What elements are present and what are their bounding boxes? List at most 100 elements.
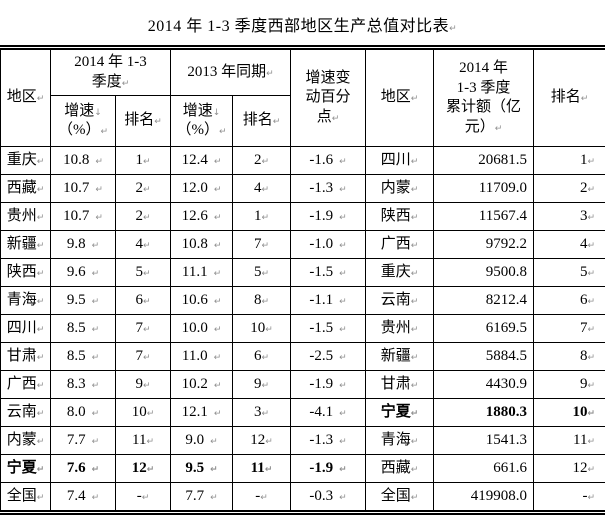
cell-growth-2013: 12.0 ↵ (170, 174, 233, 203)
cell-growth-2014: 7.6 ↵ (50, 454, 116, 483)
cell-rank-right: 8↵ (533, 342, 605, 371)
cell-rank-2013: 11↵ (232, 454, 291, 483)
paragraph-mark: ↵ (587, 325, 595, 335)
paragraph-mark: ↵ (91, 493, 100, 503)
paragraph-mark: ↵ (91, 297, 100, 307)
cell-rank-right-value: 12 (572, 460, 588, 476)
paragraph-mark: ↵ (36, 94, 45, 105)
cell-growth-2013: 7.7 ↵ (170, 482, 233, 513)
cell-region-right: 宁夏↵ (365, 398, 434, 427)
paragraph-mark: ↵ (339, 381, 347, 391)
paragraph-mark: ↵ (210, 465, 218, 475)
cell-rank-right: 1↵ (533, 146, 605, 175)
cell-rank-right: 5↵ (533, 258, 605, 287)
cell-region-left: 青海↵ (0, 286, 51, 315)
cell-amount-value: 9792.2 (485, 236, 527, 252)
cell-growth-2014: 8.0 ↵ (50, 398, 116, 427)
cell-growth-2014: 10.8 ↵ (50, 146, 116, 175)
cell-rank-right-value: 6 (579, 292, 588, 308)
cell-growth-2014-value: 9.5 (66, 292, 86, 308)
paragraph-mark: ↵ (449, 24, 458, 34)
cell-rank-2014: 1↵ (115, 146, 171, 175)
paragraph-mark: ↵ (410, 493, 419, 503)
cell-growth-2013-value: 12.4 (181, 152, 208, 168)
paragraph-mark: ↵ (264, 465, 273, 475)
cell-amount: 5884.5 (433, 342, 534, 371)
paragraph-mark: ↵ (91, 437, 100, 447)
cell-region-right-value: 重庆 (380, 264, 411, 280)
cell-rank-2013-value: 7 (253, 236, 262, 252)
cell-rank-2014: 4↵ (115, 230, 171, 259)
paragraph-mark: ↵ (210, 437, 218, 447)
paragraph-mark: ↵ (410, 157, 419, 167)
cell-region-left-value: 贵州 (6, 208, 37, 224)
cell-growth-2013: 9.5 ↵ (170, 454, 233, 483)
cell-amount: 419908.0 (433, 482, 534, 513)
cell-delta-value: -1.9 (309, 376, 334, 392)
cell-growth-2013-value: 11.1 (181, 264, 208, 280)
cell-growth-2013-value: 10.8 (181, 236, 208, 252)
header-rank-right: 排名↵ (533, 47, 605, 147)
paragraph-mark: ↵ (213, 325, 222, 335)
cell-region-left: 重庆↵ (0, 146, 51, 175)
paragraph-mark: ↵ (272, 117, 281, 128)
cell-region-right-value: 陕西 (380, 208, 411, 224)
cell-rank-2013: 1↵ (232, 202, 291, 231)
cell-growth-2013: 11.0 ↵ (170, 342, 233, 371)
cell-rank-2013: 4↵ (232, 174, 291, 203)
paragraph-mark: ↵ (339, 409, 347, 419)
paragraph-mark: ↵ (142, 269, 151, 279)
cell-rank-right-value: 4 (579, 236, 588, 252)
cell-region-right: 新疆↵ (365, 342, 434, 371)
cell-rank-2014-value: 10 (131, 404, 147, 420)
table-row: 新疆↵ 9.8 ↵ 4↵ 10.8 ↵ 7↵ -1.0 ↵ 广西↵ 9792.2 4↵ (0, 230, 605, 259)
cell-growth-2013: 9.0 ↵ (170, 426, 233, 455)
paragraph-mark: ↵ (261, 297, 270, 307)
paragraph-mark: ↵ (261, 381, 270, 391)
cell-amount: 11567.4 (433, 202, 534, 231)
cell-region-left: 贵州↵ (0, 202, 51, 231)
paragraph-mark: ↵ (261, 269, 270, 279)
cell-rank-2014-value: 2 (135, 208, 143, 224)
cell-rank-2013: 6↵ (232, 342, 291, 371)
cell-rank-2013-value: 2 (253, 152, 262, 168)
cell-amount-value: 5884.5 (485, 348, 527, 364)
cell-growth-2013: 10.8 ↵ (170, 230, 233, 259)
cell-region-right-value: 全国 (380, 488, 411, 504)
cell-rank-right-value: 5 (579, 264, 588, 280)
cell-amount: 661.6 (433, 454, 534, 483)
cell-rank-2013: 7↵ (232, 230, 291, 259)
paragraph-mark: ↵ (587, 297, 595, 307)
paragraph-mark: ↵ (91, 353, 100, 363)
paragraph-mark: ↵ (213, 297, 222, 307)
cell-delta: -1.0 ↵ (290, 230, 366, 259)
cell-delta-value: -4.1 (309, 404, 334, 420)
paragraph-mark: ↵ (91, 465, 100, 475)
table-row: 重庆↵ 10.8 ↵ 1↵ 12.4 ↵ 2↵ -1.6 ↵ 四川↵ 20681.5 1↵ (0, 146, 605, 175)
cell-region-left-value: 陕西 (6, 264, 37, 280)
table-header: 地区↵ 2014 年 1-3 季度↵ 2013 年同期↵ 增速变 动百分 点↵ … (0, 47, 605, 147)
cell-rank-2013: 5↵ (232, 258, 291, 287)
cell-growth-2014-value: 8.3 (66, 376, 86, 392)
cell-rank-right: 6↵ (533, 286, 605, 315)
cell-region-left-value: 甘肃 (6, 348, 37, 364)
cell-region-right-value: 宁夏 (380, 404, 411, 420)
paragraph-mark: ↵ (410, 269, 419, 279)
paragraph-mark: ↵ (339, 185, 347, 195)
cell-amount: 4430.9 (433, 370, 534, 399)
cell-growth-2013-value: 9.0 (185, 432, 205, 448)
paragraph-mark: ↵ (142, 297, 151, 307)
paragraph-mark: ↵ (410, 437, 419, 447)
paragraph-mark: ↵ (91, 269, 100, 279)
paragraph-mark: ↵ (265, 325, 273, 335)
cell-amount: 1880.3 (433, 398, 534, 427)
cell-region-right: 甘肃↵ (365, 370, 434, 399)
cell-growth-2014-value: 10.7 (63, 208, 90, 224)
cell-region-right: 陕西↵ (365, 202, 434, 231)
cell-rank-right-value: 10 (572, 404, 588, 420)
cell-region-left-value: 广西 (6, 376, 37, 392)
table-row: 甘肃↵ 8.5 ↵ 7↵ 11.0 ↵ 6↵ -2.5 ↵ 新疆↵ 5884.5 8↵ (0, 342, 605, 371)
cell-amount: 11709.0 (433, 174, 534, 203)
gdp-comparison-table: 地区↵ 2014 年 1-3 季度↵ 2013 年同期↵ 增速变 动百分 点↵ … (0, 45, 605, 515)
cell-growth-2014-value: 9.6 (66, 264, 86, 280)
